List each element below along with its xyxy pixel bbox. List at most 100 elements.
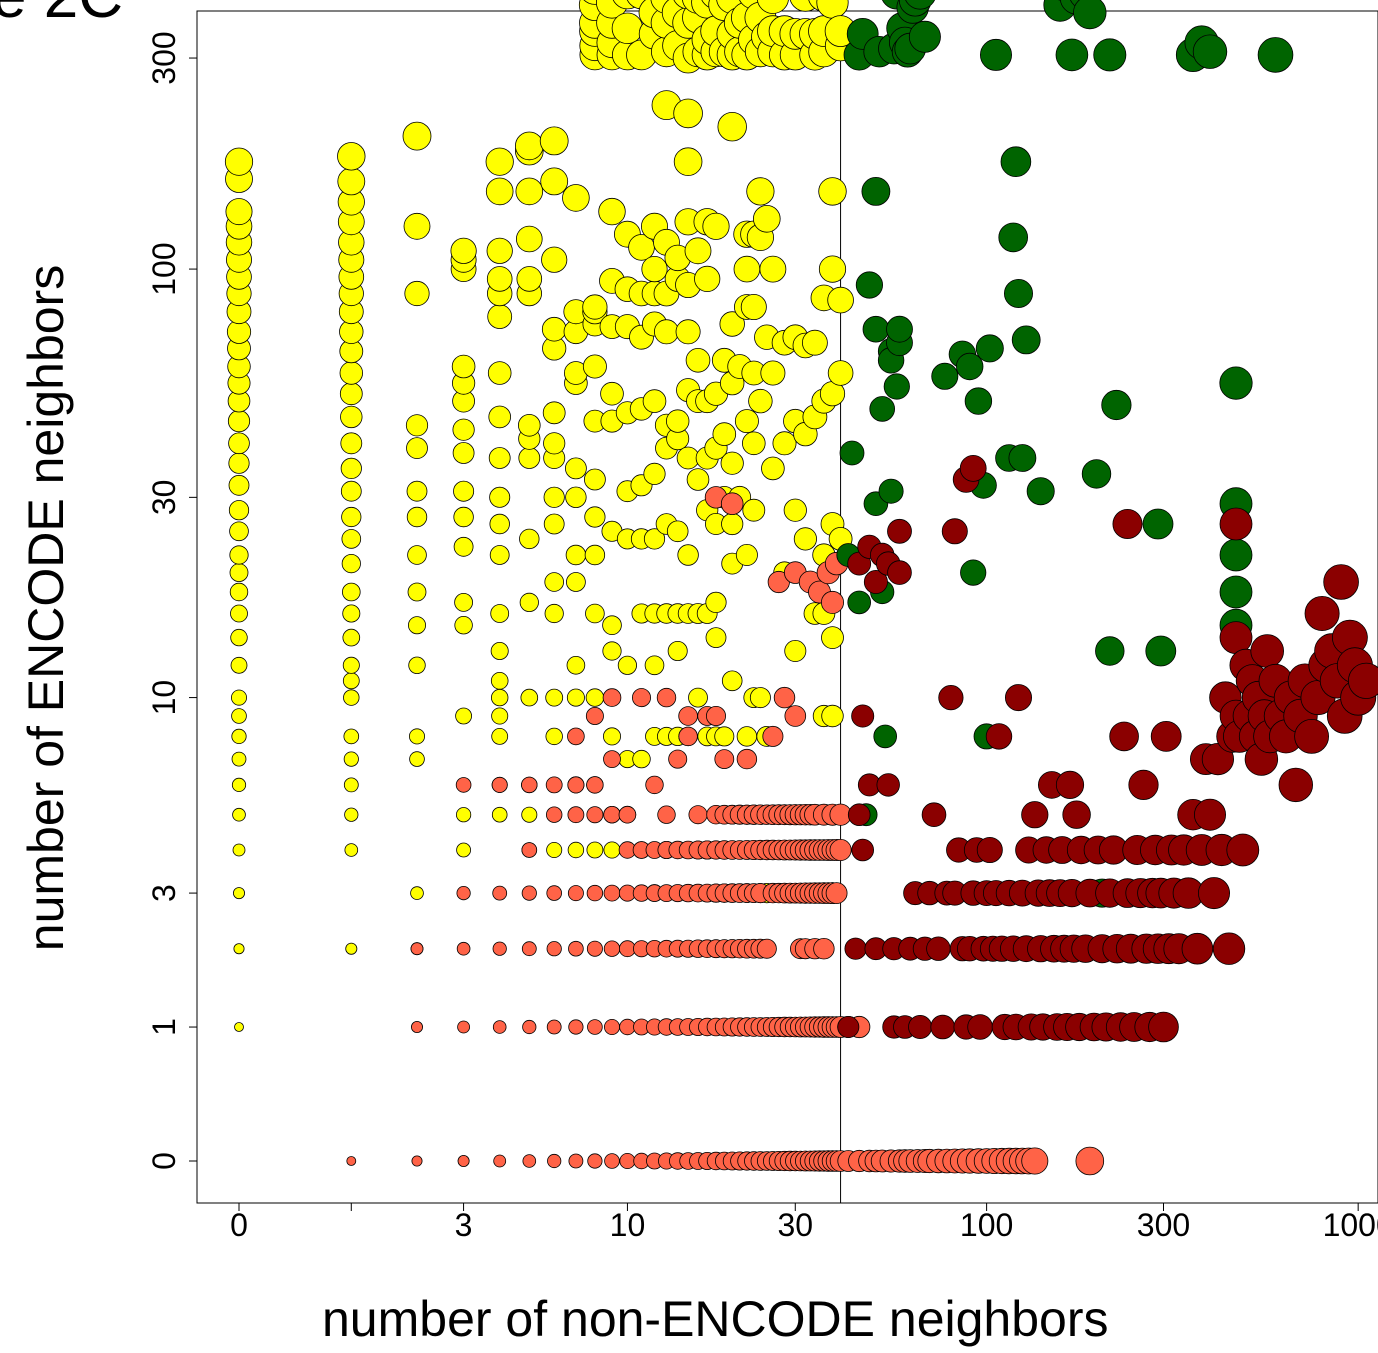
data-point: [488, 447, 511, 469]
data-point: [1304, 596, 1340, 632]
data-point: [587, 1153, 603, 1169]
data-point: [604, 1019, 621, 1036]
data-point: [410, 942, 424, 956]
data-point: [1075, 1146, 1105, 1176]
data-point: [1181, 932, 1214, 965]
data-point: [756, 0, 789, 14]
data-point: [1055, 38, 1089, 72]
data-point: [967, 1014, 993, 1040]
data-point: [567, 806, 585, 824]
data-point: [568, 1153, 584, 1169]
data-point: [487, 361, 512, 385]
x-tick-label: 30: [777, 1207, 813, 1243]
data-point: [941, 518, 968, 545]
data-point: [542, 401, 566, 425]
data-point: [489, 513, 510, 535]
data-point: [565, 457, 587, 480]
data-point: [705, 591, 727, 614]
data-point: [1219, 538, 1253, 572]
data-point: [456, 941, 471, 956]
data-point: [847, 803, 871, 826]
data-point: [825, 882, 848, 904]
data-point: [340, 457, 362, 479]
data-point: [521, 941, 537, 957]
data-point: [229, 563, 249, 582]
data-point: [702, 212, 730, 240]
data-point: [673, 98, 703, 129]
data-point: [514, 131, 544, 161]
data-point: [603, 806, 621, 824]
data-point: [567, 885, 584, 902]
data-point: [341, 582, 361, 602]
data-point: [668, 749, 688, 769]
data-point: [404, 280, 430, 307]
data-point: [821, 704, 844, 728]
data-point: [539, 126, 569, 156]
data-point: [720, 451, 744, 475]
data-point: [1081, 459, 1112, 489]
data-point: [342, 656, 360, 674]
y-tick-label: 300: [146, 31, 182, 84]
data-point: [959, 454, 987, 482]
data-point: [582, 294, 608, 320]
data-point: [229, 582, 249, 602]
data-point: [714, 749, 735, 769]
data-point: [337, 167, 366, 196]
data-point: [585, 688, 605, 707]
data-point: [793, 527, 818, 551]
data-point: [1219, 575, 1253, 609]
data-point: [231, 777, 247, 793]
data-point: [1128, 769, 1159, 801]
data-point: [784, 705, 807, 727]
data-point: [492, 941, 507, 956]
data-point: [657, 805, 676, 824]
data-point: [1026, 477, 1055, 506]
data-point: [1278, 767, 1313, 803]
data-point: [1212, 932, 1246, 965]
data-point: [568, 940, 584, 957]
data-point: [619, 1153, 636, 1170]
data-point: [517, 413, 541, 437]
data-point: [964, 387, 993, 415]
data-point: [228, 432, 250, 455]
data-point: [827, 286, 854, 314]
data-point: [749, 687, 771, 709]
x-tick-label: 0: [230, 1207, 248, 1243]
data-point: [1004, 278, 1034, 308]
data-point: [677, 544, 699, 566]
data-point: [603, 940, 621, 957]
data-point: [230, 604, 248, 623]
data-point: [837, 1016, 860, 1039]
data-point: [1219, 507, 1253, 541]
data-point: [802, 329, 828, 356]
data-point: [519, 528, 540, 550]
data-point: [522, 1154, 537, 1168]
data-point: [521, 885, 537, 901]
data-point: [543, 513, 565, 535]
data-point: [678, 726, 698, 747]
data-point: [1145, 635, 1177, 667]
data-point: [544, 572, 564, 592]
data-point: [1005, 684, 1033, 712]
data-point: [1055, 770, 1085, 800]
data-point: [491, 806, 508, 823]
data-point: [490, 671, 509, 690]
data-point: [645, 775, 664, 795]
data-point: [1101, 389, 1132, 421]
data-point: [666, 409, 690, 433]
data-point: [869, 396, 895, 422]
data-point: [1150, 721, 1182, 752]
data-point: [232, 887, 245, 900]
data-point: [545, 727, 563, 746]
data-point: [339, 382, 363, 406]
data-point: [712, 422, 737, 446]
data-point: [452, 442, 475, 464]
data-point: [343, 777, 359, 793]
data-point: [760, 360, 786, 386]
data-point: [818, 177, 847, 206]
chart-marks: [224, 0, 1378, 1176]
data-point: [784, 640, 807, 663]
data-point: [408, 728, 425, 745]
data-point: [343, 751, 359, 767]
